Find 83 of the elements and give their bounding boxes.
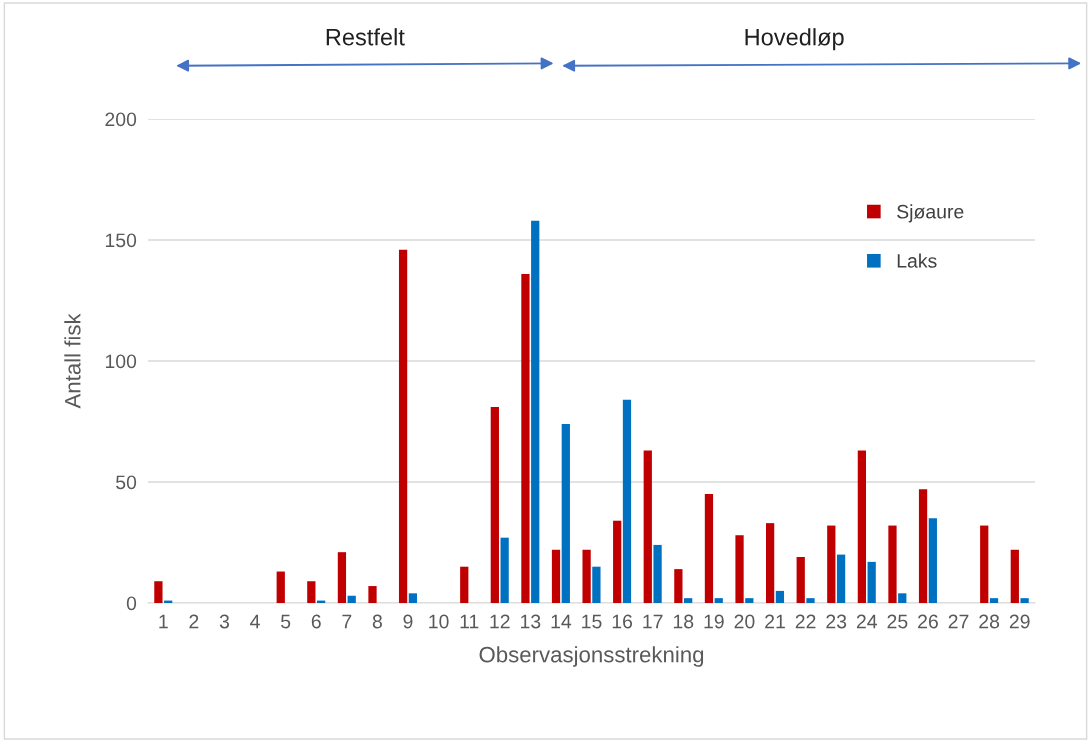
x-tick-label: 16 xyxy=(612,614,633,629)
bar xyxy=(745,598,754,603)
bar xyxy=(928,518,937,603)
x-tick-label: 5 xyxy=(281,614,291,629)
bar xyxy=(836,554,846,603)
legend-label: Laks xyxy=(897,253,937,268)
x-tick-label: 10 xyxy=(429,614,449,629)
x-tick-label: 4 xyxy=(250,614,260,629)
bar xyxy=(613,520,622,603)
x-axis-title: Observasjonsstrekning xyxy=(479,646,704,667)
bar xyxy=(704,494,714,603)
bar xyxy=(337,552,347,603)
x-tick-label: 21 xyxy=(765,614,785,629)
bar xyxy=(1010,549,1019,603)
x-tick-label: 3 xyxy=(219,614,230,629)
bar xyxy=(276,571,285,603)
y-tick-label: 200 xyxy=(105,112,137,127)
x-tick-label: 13 xyxy=(521,614,541,629)
y-tick-label: 50 xyxy=(116,475,137,490)
x-tick-label: 18 xyxy=(673,614,694,629)
bar xyxy=(1020,598,1029,603)
bar xyxy=(622,399,632,603)
bar xyxy=(989,598,999,603)
bar xyxy=(531,220,540,603)
bar xyxy=(347,595,356,603)
x-tick-label: 24 xyxy=(856,614,878,629)
bar xyxy=(490,406,499,603)
bar xyxy=(806,598,815,603)
bar xyxy=(898,593,907,603)
bar xyxy=(643,450,652,603)
x-tick-label: 6 xyxy=(311,614,321,629)
y-tick-label: 0 xyxy=(126,596,137,611)
bar xyxy=(765,523,775,603)
text: Hovedløp xyxy=(745,28,844,51)
bar xyxy=(796,557,805,603)
x-tick-label: 23 xyxy=(826,614,847,629)
y-axis-title: Antall fisk xyxy=(64,313,81,409)
x-tick-label: 25 xyxy=(887,614,908,629)
x-tick-label: 27 xyxy=(948,614,969,629)
bar xyxy=(980,525,989,603)
x-tick-label: 22 xyxy=(795,614,816,629)
bar xyxy=(307,581,316,603)
bar xyxy=(867,561,876,603)
x-tick-label: 17 xyxy=(643,614,663,629)
x-tick-label: 11 xyxy=(460,614,479,629)
x-tick-label: 9 xyxy=(403,614,413,629)
bar xyxy=(735,535,744,603)
bar xyxy=(551,549,561,603)
bar xyxy=(674,569,683,603)
bar xyxy=(154,581,163,603)
bar xyxy=(521,273,530,603)
bar xyxy=(888,525,897,603)
y-tick-label: 150 xyxy=(105,233,137,248)
bar xyxy=(368,586,377,603)
bar xyxy=(398,249,408,603)
bar xyxy=(653,544,662,603)
bar xyxy=(918,489,928,603)
text: Restfelt xyxy=(326,28,405,46)
x-tick-label: 28 xyxy=(979,614,1000,629)
x-tick-label: 2 xyxy=(189,614,199,629)
x-tick-label: 14 xyxy=(551,614,572,629)
bar xyxy=(582,549,591,603)
x-tick-label: 29 xyxy=(1009,614,1030,629)
bar xyxy=(827,525,836,603)
bar xyxy=(684,598,693,603)
x-tick-label: 1 xyxy=(159,614,168,629)
bar xyxy=(857,450,867,603)
x-tick-label: 19 xyxy=(704,614,724,629)
x-tick-label: 26 xyxy=(918,614,938,629)
bar xyxy=(460,566,469,603)
x-tick-label: 15 xyxy=(582,614,602,629)
bar xyxy=(561,423,570,603)
x-tick-label: 12 xyxy=(490,614,510,629)
bar xyxy=(714,598,723,603)
bar xyxy=(408,593,418,603)
bar xyxy=(592,566,601,603)
x-tick-label: 7 xyxy=(342,614,352,629)
bar xyxy=(775,590,785,603)
y-tick-label: 100 xyxy=(105,354,137,369)
x-tick-label: 8 xyxy=(372,614,382,629)
legend-label: Sjøaure xyxy=(897,204,964,223)
bar xyxy=(500,537,509,603)
x-tick-label: 20 xyxy=(734,614,755,629)
